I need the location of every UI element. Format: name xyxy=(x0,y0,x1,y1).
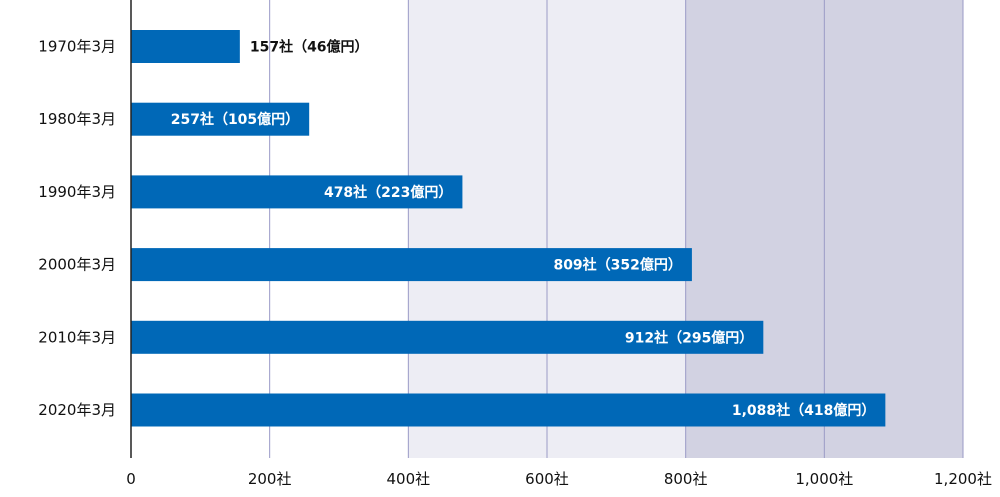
x-tick-label: 400社 xyxy=(387,470,431,488)
bar xyxy=(131,102,310,136)
category-label: 1990年3月 xyxy=(38,183,116,201)
x-tick-label: 1,000社 xyxy=(795,470,853,488)
bars xyxy=(131,30,886,427)
x-tick-label: 1,200社 xyxy=(934,470,992,488)
bar xyxy=(131,320,764,354)
category-label: 1980年3月 xyxy=(38,110,116,128)
category-label: 2010年3月 xyxy=(38,328,116,346)
bar xyxy=(131,175,463,209)
x-tick-label: 0 xyxy=(126,470,136,488)
bar xyxy=(131,393,886,427)
category-label: 2000年3月 xyxy=(38,256,116,274)
x-tick-label: 600社 xyxy=(525,470,569,488)
x-tick-label: 200社 xyxy=(248,470,292,488)
bar xyxy=(131,30,240,63)
data-label: 257社（105億円） xyxy=(171,111,299,128)
data-label: 157社（46億円） xyxy=(250,39,369,56)
bar xyxy=(131,248,692,282)
data-label: 809社（352億円） xyxy=(553,257,681,274)
x-tick-labels: 0 200社 400社 600社 800社 1,000社 1,200社 xyxy=(126,470,992,488)
grid-lines xyxy=(269,0,964,458)
data-labels: 157社（46億円） 257社（105億円） 478社（223億円） 809社（352… xyxy=(171,39,876,420)
category-labels: 1970年3月 1980年3月 1990年3月 2000年3月 2010年3月 2020年… xyxy=(38,38,116,420)
data-label: 912社（295億円） xyxy=(625,329,753,346)
data-label: 478社（223億円） xyxy=(324,184,452,201)
category-label: 2020年3月 xyxy=(38,401,116,419)
data-label: 1,088社（418億円） xyxy=(732,402,876,419)
category-label: 1970年3月 xyxy=(38,38,116,56)
x-tick-label: 800社 xyxy=(664,470,708,488)
